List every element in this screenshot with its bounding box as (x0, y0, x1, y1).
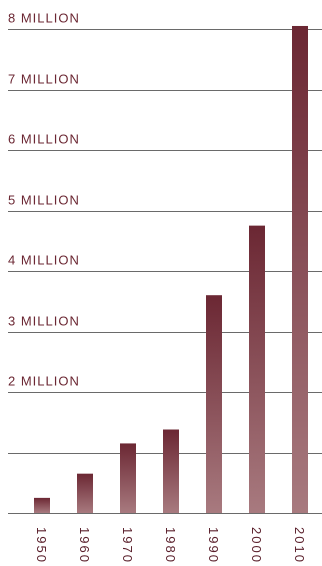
x-tick-label-1980: 1980 (163, 527, 178, 564)
labels-layer: 2 MILLION 3 MILLION 4 MILLION 5 MILLION 6 MI… (8, 11, 307, 564)
y-tick-label: 6 MILLION (8, 132, 80, 147)
x-tick-label-1950: 1950 (34, 527, 49, 564)
x-tick-label-2000: 2000 (249, 527, 264, 564)
x-tick-label-1990: 1990 (206, 527, 221, 564)
y-tick-label: 7 MILLION (8, 72, 80, 87)
bar-1980 (163, 429, 179, 513)
x-tick-label-2010: 2010 (292, 527, 307, 564)
y-tick-label: 5 MILLION (8, 193, 80, 208)
bar-2010 (292, 25, 308, 513)
y-tick-label: 4 MILLION (8, 253, 80, 268)
bar-1970 (120, 443, 136, 513)
y-tick-label: 3 MILLION (8, 314, 80, 329)
grid-layer (8, 29, 322, 514)
x-tick-label-1970: 1970 (120, 527, 135, 564)
y-tick-label: 8 MILLION (8, 11, 80, 26)
y-tick-label: 2 MILLION (8, 374, 80, 389)
bar-1990 (206, 295, 222, 513)
x-tick-label-1960: 1960 (77, 527, 92, 564)
bar-2000 (249, 225, 265, 513)
bar-1950 (34, 497, 50, 513)
bars-layer (34, 25, 308, 513)
bar-1960 (77, 473, 93, 513)
